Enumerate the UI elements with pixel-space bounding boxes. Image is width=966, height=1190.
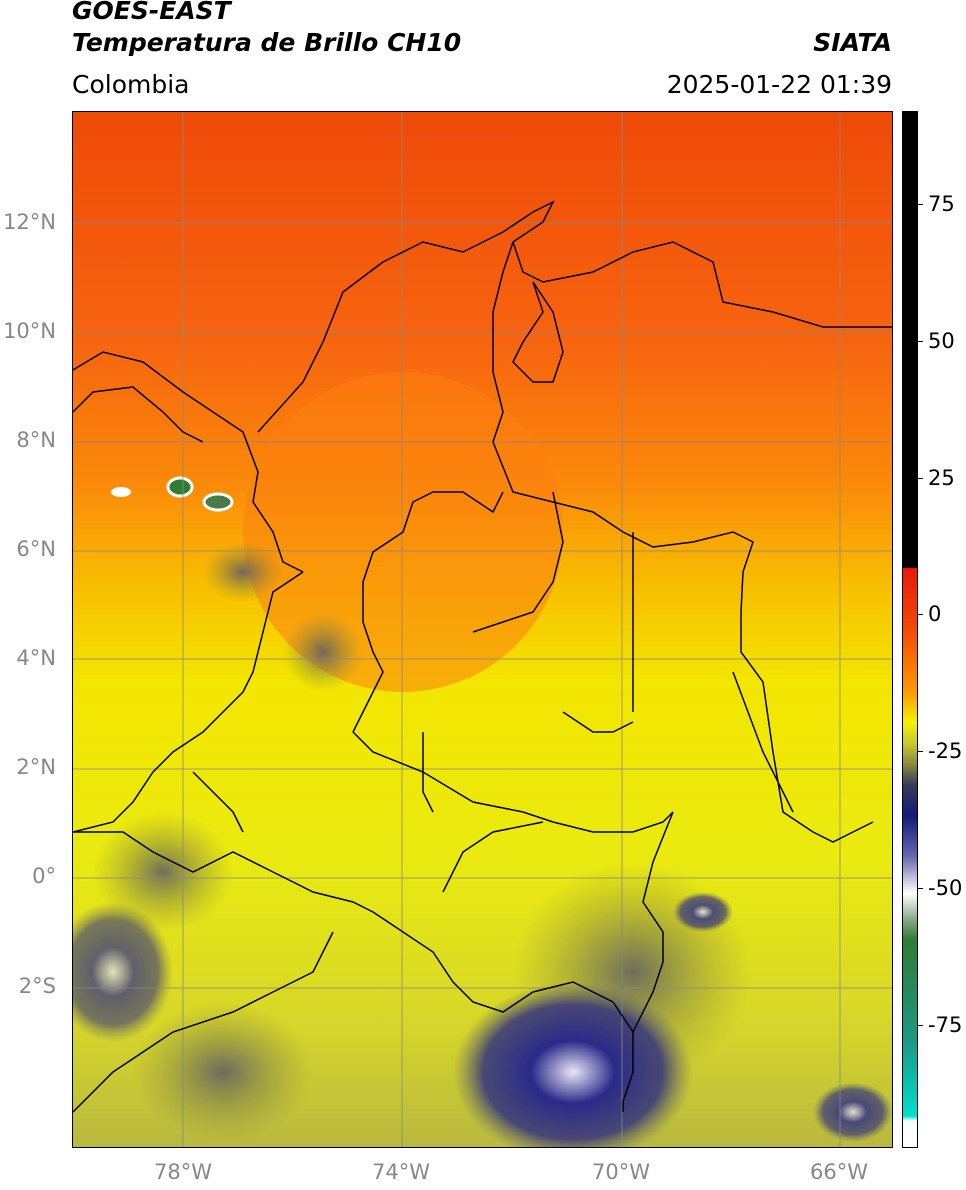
cloud-cell (673, 892, 733, 932)
title-line-2: Temperatura de Brillo CH10 (72, 28, 462, 57)
colorbar-label: 25 (928, 466, 955, 490)
lon-label: 66°W (810, 1160, 868, 1184)
colorbar-tick (917, 478, 923, 479)
cloud-cluster-coast (73, 902, 173, 1042)
datetime-label: 2025-01-22 01:39 (666, 70, 892, 99)
lon-label: 70°W (592, 1160, 650, 1184)
colorbar-tick (917, 341, 923, 342)
cloud-cluster-east (813, 1082, 892, 1142)
cold-cloud-top (166, 476, 194, 498)
satellite-map (72, 111, 893, 1148)
cold-cloud-top (111, 487, 131, 497)
cloud-cluster-pacific (93, 812, 233, 932)
lat-label: 6°N (16, 537, 56, 561)
lat-label: 12°N (3, 210, 56, 234)
colorbar-tick (917, 614, 923, 615)
lat-label: 8°N (16, 428, 56, 452)
organization-label: SIATA (813, 28, 892, 57)
colorbar-tick (917, 1025, 923, 1026)
colorbar-tick (917, 751, 923, 752)
title-line-1: GOES-EAST (72, 0, 231, 25)
lat-label: 4°N (16, 646, 56, 670)
cloud-cluster-west (283, 612, 363, 692)
graticule (73, 112, 892, 1147)
map-canvas (73, 112, 892, 1147)
colorbar-label: 50 (928, 329, 955, 353)
colorbar-label: 0 (928, 602, 942, 626)
colorbar-tick (917, 888, 923, 889)
region-label: Colombia (72, 70, 190, 99)
lon-label: 78°W (154, 1160, 212, 1184)
colorbar (902, 111, 918, 1148)
cloud-cluster-southwest (133, 1002, 313, 1142)
cold-cloud-top (202, 492, 234, 512)
colorbar-gradient (903, 112, 917, 1147)
colorbar-label: -75 (928, 1013, 963, 1037)
lat-label: 10°N (3, 319, 56, 343)
lat-label: 2°S (18, 974, 56, 998)
colorbar-tick (917, 204, 923, 205)
borders (73, 200, 892, 1113)
lat-label: 2°N (16, 755, 56, 779)
colorbar-label: 75 (928, 192, 955, 216)
cloud-cluster-south (453, 982, 693, 1147)
colorbar-label: -25 (928, 739, 963, 763)
lon-label: 74°W (372, 1160, 430, 1184)
lat-label: 0° (32, 864, 56, 888)
cloud-cluster-choco (203, 542, 283, 602)
colorbar-label: -50 (928, 876, 963, 900)
